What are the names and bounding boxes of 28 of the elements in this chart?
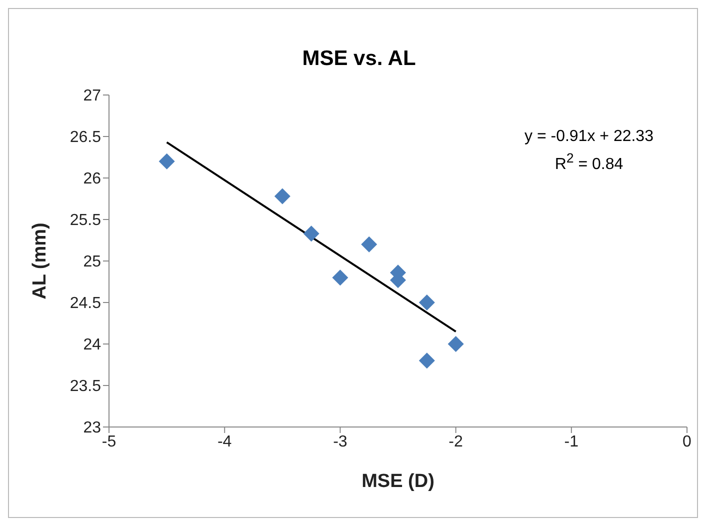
y-tick-label: 25.5 bbox=[70, 212, 102, 230]
y-tick-label: 23.5 bbox=[70, 378, 102, 396]
point bbox=[361, 236, 378, 252]
y-tick-label: 23 bbox=[83, 420, 102, 437]
y-tick-label: 26 bbox=[83, 170, 102, 188]
annotation: R$^{2}$ = 0.84 bbox=[554, 151, 624, 174]
point bbox=[418, 352, 435, 369]
x-tick-label: -4 bbox=[217, 433, 232, 450]
x-tick-label: 0 bbox=[682, 433, 692, 450]
x-tick-label: -3 bbox=[333, 433, 348, 450]
y-axis-title: AL (mm) bbox=[30, 222, 51, 300]
x-tick-label: -5 bbox=[102, 433, 116, 450]
y-tick-label: 24.5 bbox=[70, 295, 102, 312]
x-tick-label: -1 bbox=[564, 433, 579, 450]
y-tick-label: 26.5 bbox=[70, 129, 102, 146]
y-tick-label: 24 bbox=[83, 336, 102, 354]
point bbox=[303, 226, 320, 242]
y-tick-label: 25 bbox=[83, 254, 102, 271]
x-tick-label: -2 bbox=[448, 433, 464, 450]
point bbox=[448, 336, 464, 352]
chart-title: MSE vs. AL bbox=[301, 47, 417, 71]
point bbox=[274, 188, 290, 204]
x-axis-title: MSE (D) bbox=[362, 471, 434, 492]
y-tick-label: 27 bbox=[83, 88, 102, 105]
annotation: y = -0.91x + 22.33 bbox=[524, 128, 654, 145]
point bbox=[158, 153, 175, 170]
point bbox=[332, 270, 348, 286]
point bbox=[418, 294, 435, 310]
